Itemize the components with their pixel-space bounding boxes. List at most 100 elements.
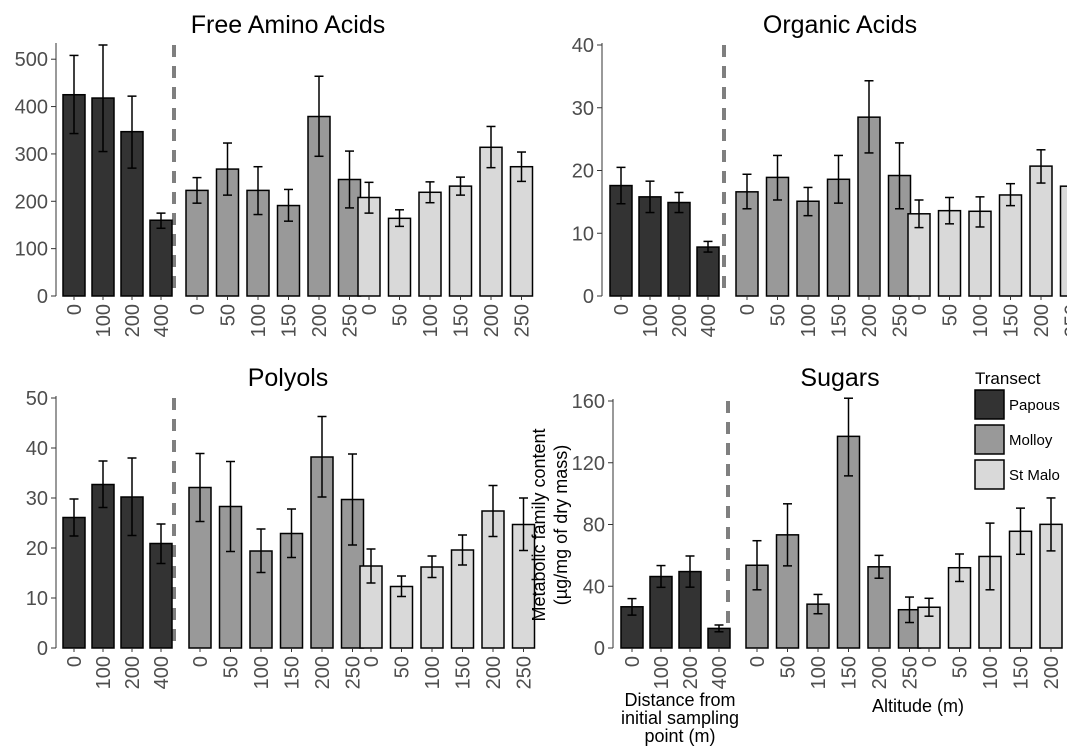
y-tick-label: 80 xyxy=(583,515,605,537)
x-tick-label: 200 xyxy=(859,304,881,337)
error-bar xyxy=(98,44,108,153)
x-tick-label: 150 xyxy=(453,656,475,689)
error-bar xyxy=(69,498,79,537)
x-tick-label: 0 xyxy=(190,656,212,667)
x-tick-label: 0 xyxy=(919,656,941,667)
x-tick-label: 0 xyxy=(737,304,759,315)
x-tick-label: 50 xyxy=(221,656,243,678)
error-bar xyxy=(314,75,324,158)
error-bar xyxy=(456,176,465,196)
x-tick-label: 250 xyxy=(900,656,922,689)
x-tick-label: 0 xyxy=(64,304,86,315)
x-tick-label: 50 xyxy=(950,656,972,678)
error-bar xyxy=(834,154,843,204)
x-tick-label: 150 xyxy=(282,656,304,689)
x-tick-label: 200 xyxy=(483,656,505,689)
x-tick-label: 200 xyxy=(122,656,144,689)
error-bar xyxy=(192,176,202,204)
error-bar xyxy=(256,528,266,574)
y-tick-label: 10 xyxy=(26,588,48,610)
y-tick-label: 500 xyxy=(15,49,48,71)
error-bar xyxy=(627,597,637,616)
error-bar xyxy=(783,503,792,567)
error-bar xyxy=(874,554,884,579)
error-bar xyxy=(486,125,496,169)
panel-3: Sugars 0 40 80 120 160 0 100 200 400 0 50 100 150 200 2… xyxy=(572,364,1063,689)
y-tick-label: 0 xyxy=(37,638,48,660)
error-bar xyxy=(905,596,914,624)
x-tick-label: 250 xyxy=(890,304,912,337)
error-bar xyxy=(924,597,934,617)
x-tick-label: 50 xyxy=(392,656,414,678)
error-bar xyxy=(955,553,964,583)
x-tick-label: 150 xyxy=(451,304,473,337)
error-bar xyxy=(616,166,626,205)
error-bar xyxy=(1046,497,1056,552)
x-tick-label: 250 xyxy=(340,304,362,337)
x-tick-label: 0 xyxy=(187,304,209,315)
bar-papous xyxy=(62,516,86,649)
error-bar xyxy=(317,415,327,498)
error-bar xyxy=(458,534,467,566)
x-tick-label: 50 xyxy=(218,304,240,326)
legend-title: Transect xyxy=(975,369,1041,388)
bar-st-malo xyxy=(387,217,412,297)
error-bar xyxy=(914,199,924,229)
y-tick-label: 120 xyxy=(572,453,605,475)
x-tick-label: 0 xyxy=(747,656,769,667)
y-tick-label: 200 xyxy=(15,191,48,213)
error-bar xyxy=(1036,149,1046,184)
x-tick-label: 250 xyxy=(514,656,536,689)
x-axis-title-line: Distance from xyxy=(624,690,735,710)
bar-papous xyxy=(91,483,115,649)
error-bar xyxy=(1016,507,1025,556)
error-bar xyxy=(519,497,528,552)
error-bar xyxy=(226,460,235,553)
x-tick-label: 400 xyxy=(698,304,720,337)
bar-papous xyxy=(696,246,720,297)
x-tick-label: 200 xyxy=(869,656,891,689)
x-axis-title-line: initial sampling xyxy=(621,708,739,728)
x-tick-label: 0 xyxy=(622,656,644,667)
y-tick-label: 20 xyxy=(26,538,48,560)
x-tick-label: 150 xyxy=(279,304,301,337)
y-axis-title-line: Metabolic family content xyxy=(529,428,549,621)
x-tick-label: 100 xyxy=(640,304,662,337)
error-bar xyxy=(156,523,166,565)
error-bar xyxy=(427,555,437,579)
y-tick-label: 40 xyxy=(572,35,594,57)
panel-title: Polyols xyxy=(248,364,329,392)
panel-title: Free Amino Acids xyxy=(191,11,386,39)
y-axis-title: Metabolic family content (µg/mg of dry ma… xyxy=(529,428,571,621)
bar-st-malo xyxy=(1059,185,1067,297)
error-bar xyxy=(945,196,954,225)
x-tick-label: 0 xyxy=(64,656,86,667)
y-tick-label: 0 xyxy=(594,638,605,660)
x-tick-label: 250 xyxy=(512,304,534,337)
x-axis-title-distance: Distance from initial sampling point (m) xyxy=(621,690,739,746)
error-bar xyxy=(366,548,376,584)
x-tick-label: 100 xyxy=(798,304,820,337)
x-tick-label: 150 xyxy=(1001,304,1023,337)
y-tick-label: 160 xyxy=(572,391,605,413)
error-bar xyxy=(287,508,296,559)
x-tick-label: 400 xyxy=(709,656,731,689)
y-tick-label: 40 xyxy=(583,576,605,598)
x-axis-title-line: point (m) xyxy=(644,726,715,746)
x-tick-label: 100 xyxy=(970,304,992,337)
x-tick-label: 200 xyxy=(122,304,144,337)
y-tick-label: 0 xyxy=(583,286,594,308)
error-bar xyxy=(975,196,985,228)
x-tick-label: 150 xyxy=(1011,656,1033,689)
x-tick-label: 250 xyxy=(343,656,365,689)
error-bar xyxy=(348,453,357,546)
error-bar xyxy=(395,209,404,228)
x-tick-label: 100 xyxy=(93,304,115,337)
x-tick-label: 0 xyxy=(359,304,381,315)
x-tick-label: 0 xyxy=(611,304,633,315)
x-tick-label: 200 xyxy=(1041,656,1063,689)
legend-swatch xyxy=(974,389,1005,420)
x-tick-label: 100 xyxy=(248,304,270,337)
bar-st-malo xyxy=(420,566,444,649)
